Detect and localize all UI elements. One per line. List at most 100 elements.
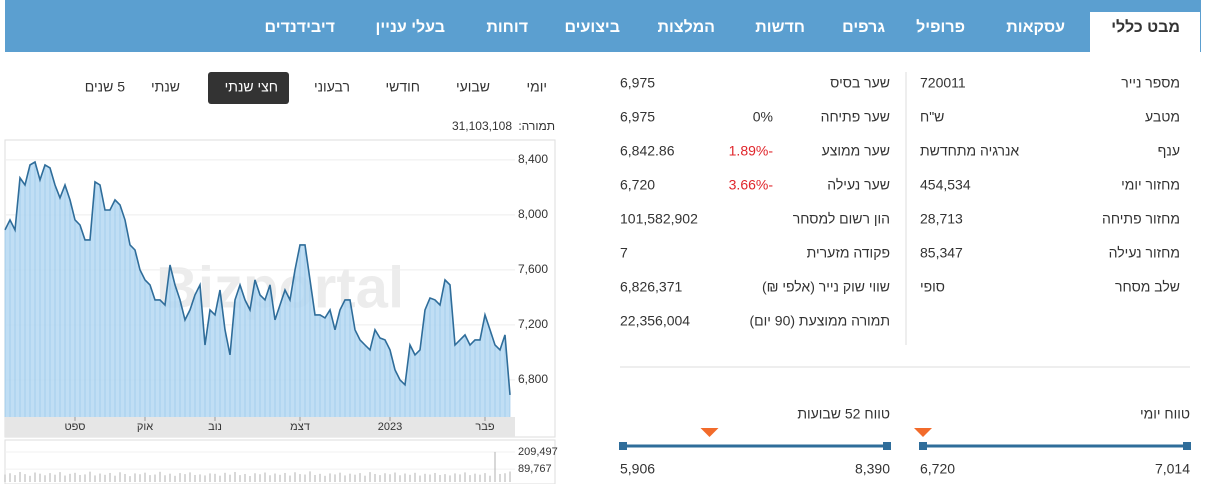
x-tick-label: אוק [137, 421, 153, 433]
range-title: טווח 52 שבועות [797, 406, 890, 422]
tab[interactable]: דוחות [486, 19, 528, 36]
volume-tick-label: 209,497 [518, 446, 558, 458]
volume-bar [169, 473, 171, 482]
volume-bar [479, 474, 481, 482]
volume-bar [214, 473, 216, 482]
volume-bar [484, 473, 486, 482]
info-label: מחזור פתיחה [1102, 211, 1180, 227]
period-button[interactable]: שבועי [456, 79, 490, 95]
info-label: שלב מסחר [1115, 279, 1180, 295]
tab[interactable]: דיבידנדים [265, 19, 335, 36]
volume-bar [259, 474, 261, 482]
volume-bar [184, 474, 186, 482]
volume-bar [104, 474, 106, 482]
volume-bar [44, 475, 46, 482]
volume-bar [494, 451, 496, 482]
info-value: 28,713 [920, 211, 963, 227]
volume-bar [394, 472, 396, 482]
volume-bar [234, 471, 236, 482]
volume-bar [414, 472, 416, 482]
volume-bar [369, 472, 371, 482]
info-value: 6,826,371 [620, 279, 682, 295]
volume-bar [49, 473, 51, 482]
tab[interactable]: מבט כללי [1111, 18, 1180, 36]
y-tick-label: 7,600 [518, 262, 548, 276]
change-value: 0% [753, 109, 773, 125]
volume-bar [84, 474, 86, 482]
volume-bar [459, 474, 461, 482]
tab[interactable]: גרפים [842, 19, 885, 36]
volume-bar [24, 474, 26, 482]
info-value: 6,975 [620, 109, 655, 125]
tab[interactable]: ביצועים [564, 19, 620, 36]
info-label: שער ממוצע [822, 143, 890, 159]
volume-bar [19, 471, 21, 482]
y-tick-label: 8,000 [518, 207, 548, 221]
volume-bar [109, 472, 111, 482]
tab-bar [5, 0, 1201, 52]
volume-bar [314, 474, 316, 482]
volume-bar [374, 473, 376, 482]
volume-bar [224, 472, 226, 482]
range-low: 6,720 [920, 461, 955, 477]
volume-bar [129, 476, 131, 482]
range-cap [883, 442, 891, 450]
volume-bar [149, 475, 151, 482]
range-marker [914, 428, 932, 437]
period-button[interactable]: יומי [526, 79, 547, 95]
info-label: תמורה ממוצעת (90 יום) [749, 313, 890, 329]
info-value: 85,347 [920, 245, 963, 261]
volume-bar [339, 472, 341, 482]
turnover-value: 31,103,108 [452, 119, 512, 133]
volume-bar [249, 475, 251, 482]
price-line [4, 160, 511, 395]
volume-bar [244, 473, 246, 482]
x-tick-label: דצמ [290, 421, 310, 433]
change-value: 3.66%- [729, 177, 774, 193]
range-cap [619, 442, 627, 450]
x-tick-label: נוב [208, 421, 222, 433]
volume-bar [99, 473, 101, 482]
info-label: מחזור יומי [1121, 177, 1180, 193]
volume-bar [324, 475, 326, 482]
tab[interactable]: המלצות [658, 18, 715, 36]
volume-bar [439, 474, 441, 482]
volume-bar [474, 473, 476, 482]
y-tick-label: 6,800 [518, 372, 548, 386]
volume-bar [289, 475, 291, 482]
volume-bar [174, 475, 176, 482]
x-tick-label: ספט [65, 421, 86, 433]
period-button[interactable]: 5 שנים [85, 79, 125, 95]
volume-bar [239, 475, 241, 482]
period-button[interactable]: רבעוני [314, 79, 350, 95]
volume-bar [144, 472, 146, 482]
y-tick-label: 7,200 [518, 317, 548, 331]
period-button[interactable]: חצי שנתי [225, 79, 278, 95]
volume-bar [159, 471, 161, 482]
info-value: 6,720 [620, 177, 655, 193]
info-label: שער בסיס [830, 75, 890, 91]
period-button[interactable]: שנתי [151, 79, 180, 95]
volume-bar [419, 475, 421, 482]
tab[interactable]: פרופיל [916, 18, 965, 36]
range-cap [919, 442, 927, 450]
volume-bar [434, 472, 436, 482]
volume-bar [284, 472, 286, 482]
period-button[interactable]: חודשי [386, 79, 420, 95]
tab[interactable]: בעלי עניין [375, 18, 445, 36]
range-high: 8,390 [855, 461, 890, 477]
volume-bar [154, 474, 156, 482]
volume-bar [384, 473, 386, 482]
tab[interactable]: חדשות [755, 19, 805, 36]
volume-bar [74, 472, 76, 482]
volume-bar [424, 473, 426, 482]
info-label: ענף [1158, 143, 1180, 159]
volume-bar [164, 475, 166, 482]
tab[interactable]: עסקאות [1006, 19, 1065, 36]
volume-bar [379, 475, 381, 482]
volume-bar [489, 475, 491, 482]
volume-bar [399, 475, 401, 482]
volume-bar [4, 474, 6, 482]
volume-bar [39, 473, 41, 482]
volume-bar [464, 472, 466, 482]
